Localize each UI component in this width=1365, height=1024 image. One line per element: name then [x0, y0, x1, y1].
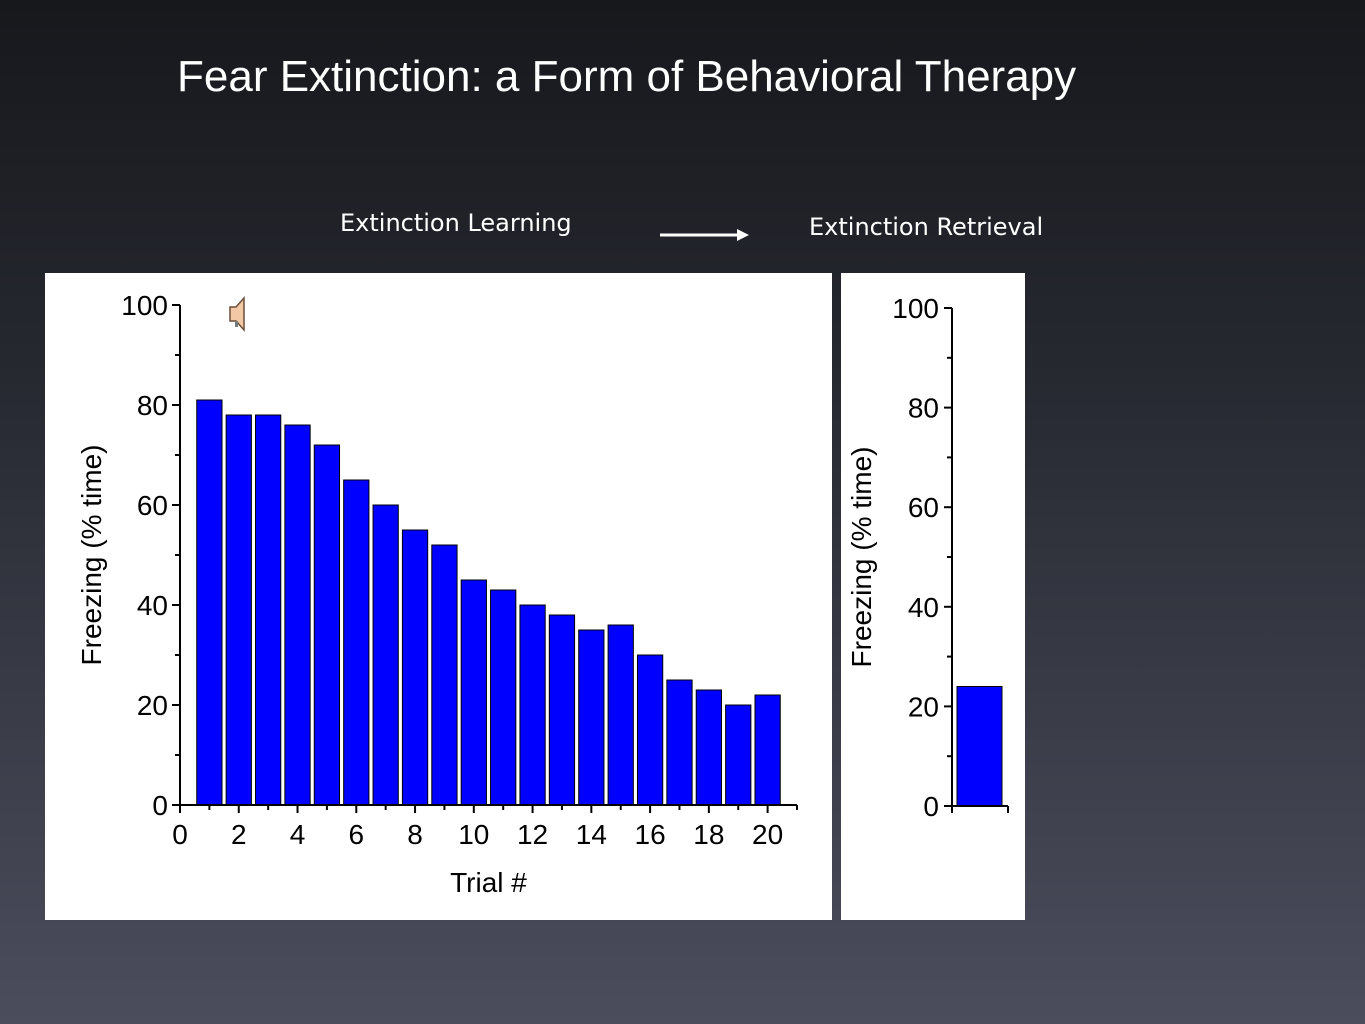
- bar-trial-13: [548, 614, 576, 806]
- bar-trial-5: [313, 444, 341, 806]
- learning-chart: 0 20 40 60 80 100 0 2 4 6 8 10 12 14 16 18 20 Trial # Free…: [76, 290, 798, 898]
- bar-trial-6: [343, 479, 370, 806]
- y-tick-label: 0: [152, 790, 168, 821]
- y-tick-label: 100: [121, 290, 168, 321]
- y-axis-title: Freezing (% time): [76, 445, 107, 666]
- x-tick-label: 0: [172, 819, 188, 850]
- bar-trial-16: [636, 654, 664, 806]
- x-tick-label: 14: [576, 819, 607, 850]
- bar-trial-18: [695, 689, 722, 806]
- bar-trial-8: [401, 529, 429, 806]
- bar-trial-10: [460, 579, 487, 806]
- bar-trial-17: [666, 679, 693, 806]
- bar-trial-2: [225, 414, 252, 806]
- bar-trial-3: [255, 414, 282, 806]
- slide-title: Fear Extinction: a Form of Behavioral Th…: [177, 52, 1077, 101]
- speaker-icon: [229, 296, 245, 332]
- bar-trial-11: [490, 589, 517, 806]
- bar-trial-19: [725, 704, 752, 806]
- stage-label-learning: Extinction Learning: [340, 209, 572, 237]
- bar-trial-1: [196, 399, 223, 806]
- bar-trial-12: [519, 604, 546, 806]
- y-tick-label: 20: [908, 691, 939, 722]
- stage-label-retrieval: Extinction Retrieval: [809, 213, 1044, 241]
- x-tick-label: 8: [407, 819, 423, 850]
- y-tick-label: 20: [137, 690, 168, 721]
- x-tick-label: 18: [693, 819, 724, 850]
- x-tick-label: 6: [348, 819, 364, 850]
- chart-panel-learning: 0 20 40 60 80 100 0 2 4 6 8 10 12 14 16 18 20 Trial # Free…: [45, 273, 832, 920]
- x-tick-label: 2: [231, 819, 247, 850]
- y-tick-label: 60: [137, 490, 168, 521]
- x-tick-label: 16: [635, 819, 666, 850]
- arrow-right-icon: [660, 229, 749, 241]
- bar-trial-20: [754, 694, 781, 806]
- chart-panel-retrieval: 0 20 40 60 80 100 Freezing (% time): [841, 273, 1025, 920]
- x-tick-label: 20: [752, 819, 783, 850]
- y-tick-label: 0: [923, 791, 939, 822]
- retrieval-chart: 0 20 40 60 80 100 Freezing (% time): [846, 293, 1009, 822]
- x-axis-title: Trial #: [450, 867, 527, 898]
- bar-trial-7: [372, 504, 399, 806]
- y-tick-label: 80: [137, 390, 168, 421]
- x-tick-label: 10: [458, 819, 489, 850]
- x-tick-label: 4: [290, 819, 306, 850]
- y-tick-label: 60: [908, 492, 939, 523]
- bar-trial-14: [578, 629, 605, 806]
- bar-trial-9: [431, 544, 458, 806]
- y-tick-label: 100: [892, 293, 939, 324]
- bar-trial-4: [284, 424, 311, 806]
- y-axis-title: Freezing (% time): [846, 447, 877, 668]
- y-tick-label: 40: [908, 592, 939, 623]
- y-tick-label: 80: [908, 393, 939, 424]
- y-tick-label: 40: [137, 590, 168, 621]
- x-tick-label: 12: [517, 819, 548, 850]
- bar-retrieval-1: [956, 685, 1003, 807]
- bar-trial-15: [607, 624, 634, 806]
